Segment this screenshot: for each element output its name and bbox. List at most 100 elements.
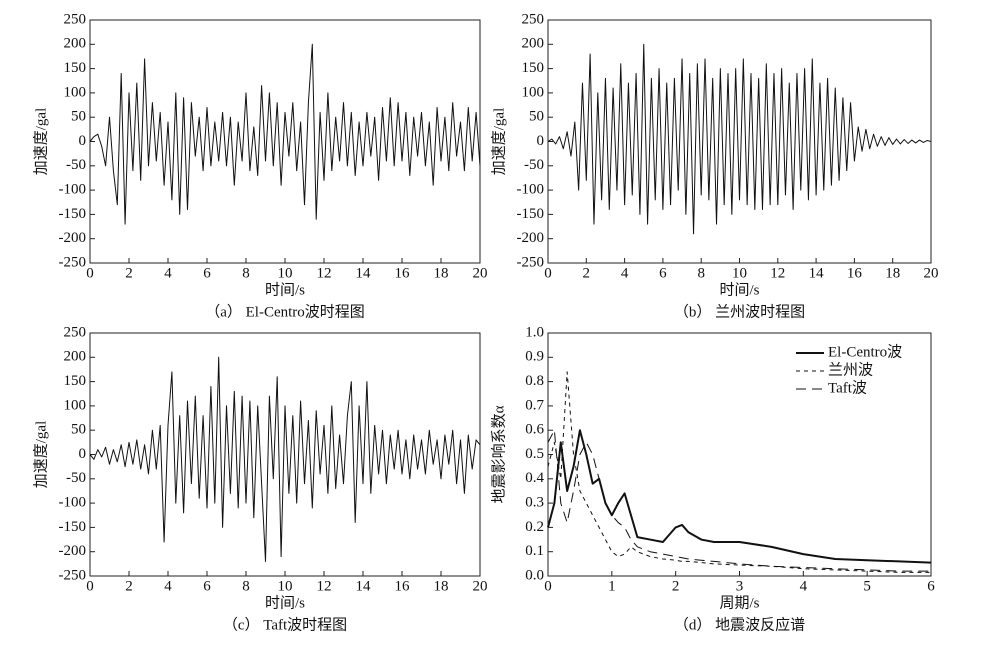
- x-tick-label: 2: [672, 578, 680, 594]
- y-tick-label: 0.3: [525, 495, 544, 511]
- x-tick-label: 12: [770, 265, 785, 281]
- plot-frame: [89, 332, 481, 577]
- data-line: [547, 429, 932, 564]
- x-tick-label: 10: [732, 265, 747, 281]
- y-axis-label: 加速度/gal: [490, 108, 507, 176]
- x-tick-label: 20: [924, 265, 939, 281]
- caption: （d） 地震波反应谱: [674, 615, 805, 633]
- legend-label: El-Centro波: [828, 343, 902, 360]
- x-tick-label: 20: [473, 578, 488, 594]
- y-tick-label: 250: [64, 324, 87, 340]
- data-line: [547, 43, 932, 235]
- x-tick-label: 4: [164, 265, 172, 281]
- y-tick-label: 50: [529, 109, 544, 125]
- plot-frame: [547, 19, 932, 264]
- y-tick-label: 100: [64, 84, 87, 100]
- y-tick-label: -200: [517, 230, 545, 246]
- x-tick-label: 14: [809, 265, 825, 281]
- y-axis-label: 加速度/gal: [32, 108, 49, 176]
- x-tick-label: 18: [885, 265, 900, 281]
- y-tick-label: -150: [59, 206, 87, 222]
- y-tick-label: 250: [522, 11, 545, 27]
- x-tick-label: 6: [203, 578, 211, 594]
- x-tick-label: 8: [242, 265, 250, 281]
- x-tick-label: 0: [86, 578, 94, 594]
- x-tick-label: 2: [125, 265, 133, 281]
- x-tick-label: 2: [125, 578, 133, 594]
- y-tick-label: 150: [522, 60, 545, 76]
- x-tick-label: 3: [736, 578, 744, 594]
- x-tick-label: 0: [86, 265, 94, 281]
- caption: （a） El-Centro波时程图: [205, 303, 365, 320]
- y-tick-label: 200: [522, 36, 545, 52]
- x-tick-label: 12: [317, 578, 332, 594]
- y-tick-label: 1.0: [525, 324, 544, 340]
- x-tick-label: 4: [800, 578, 808, 594]
- x-tick-label: 20: [473, 265, 488, 281]
- y-tick-label: 0.1: [525, 543, 544, 559]
- x-tick-label: 1: [608, 578, 616, 594]
- caption: （c） Taft波时程图: [223, 616, 347, 633]
- x-tick-label: 0: [544, 578, 552, 594]
- x-tick-label: 5: [863, 578, 871, 594]
- y-tick-label: 250: [64, 11, 87, 27]
- y-tick-label: 0.2: [525, 519, 544, 535]
- caption: （b） 兰州波时程图: [674, 303, 805, 320]
- y-tick-label: -200: [59, 543, 87, 559]
- x-axis-label: 周期/s: [719, 594, 759, 611]
- x-tick-label: 4: [164, 578, 172, 594]
- x-tick-label: 0: [544, 265, 552, 281]
- y-tick-label: 0.0: [525, 567, 544, 583]
- x-tick-label: 16: [395, 265, 411, 281]
- y-tick-label: 0: [537, 133, 545, 149]
- y-tick-label: -50: [524, 157, 544, 173]
- x-tick-label: 18: [434, 265, 449, 281]
- y-tick-label: -100: [59, 495, 87, 511]
- y-tick-label: 50: [71, 422, 86, 438]
- x-tick-label: 10: [278, 578, 293, 594]
- y-tick-label: 0.4: [525, 470, 544, 486]
- y-tick-label: 0.7: [525, 397, 544, 413]
- legend-label: 兰州波: [828, 361, 873, 378]
- y-axis-label: 加速度/gal: [32, 421, 49, 489]
- x-tick-label: 4: [621, 265, 629, 281]
- x-tick-label: 16: [395, 578, 411, 594]
- plot-frame: [89, 19, 481, 264]
- y-tick-label: -200: [59, 230, 87, 246]
- x-axis-label: 时间/s: [265, 281, 305, 298]
- y-tick-label: 0: [79, 133, 87, 149]
- y-tick-label: -100: [59, 182, 87, 198]
- y-tick-label: 0.9: [525, 349, 544, 365]
- x-tick-label: 6: [927, 578, 935, 594]
- x-tick-label: 6: [203, 265, 211, 281]
- y-tick-label: 0.6: [525, 422, 544, 438]
- y-tick-label: 0: [79, 446, 87, 462]
- y-tick-label: 50: [71, 109, 86, 125]
- y-tick-label: -150: [517, 206, 545, 222]
- y-tick-label: 100: [522, 84, 545, 100]
- x-tick-label: 14: [356, 265, 372, 281]
- y-tick-label: -250: [517, 254, 545, 270]
- y-tick-label: -100: [517, 182, 545, 198]
- y-tick-label: 100: [64, 397, 87, 413]
- x-tick-label: 6: [659, 265, 667, 281]
- y-tick-label: 0.8: [525, 373, 544, 389]
- data-line: [89, 43, 481, 225]
- y-tick-label: 0.5: [525, 446, 544, 462]
- y-tick-label: -150: [59, 519, 87, 535]
- y-tick-label: 150: [64, 373, 87, 389]
- x-axis-label: 时间/s: [265, 594, 305, 611]
- data-line: [547, 429, 931, 572]
- y-axis-label: 地震影响系数α: [490, 405, 507, 503]
- legend-label: Taft波: [828, 379, 867, 396]
- y-tick-label: -50: [66, 157, 86, 173]
- y-tick-label: 150: [64, 60, 87, 76]
- y-tick-label: 200: [64, 349, 87, 365]
- x-tick-label: 16: [847, 265, 863, 281]
- x-tick-label: 2: [583, 265, 591, 281]
- x-tick-label: 8: [697, 265, 705, 281]
- x-axis-label: 时间/s: [719, 281, 759, 298]
- x-tick-label: 10: [278, 265, 293, 281]
- y-tick-label: -250: [59, 567, 87, 583]
